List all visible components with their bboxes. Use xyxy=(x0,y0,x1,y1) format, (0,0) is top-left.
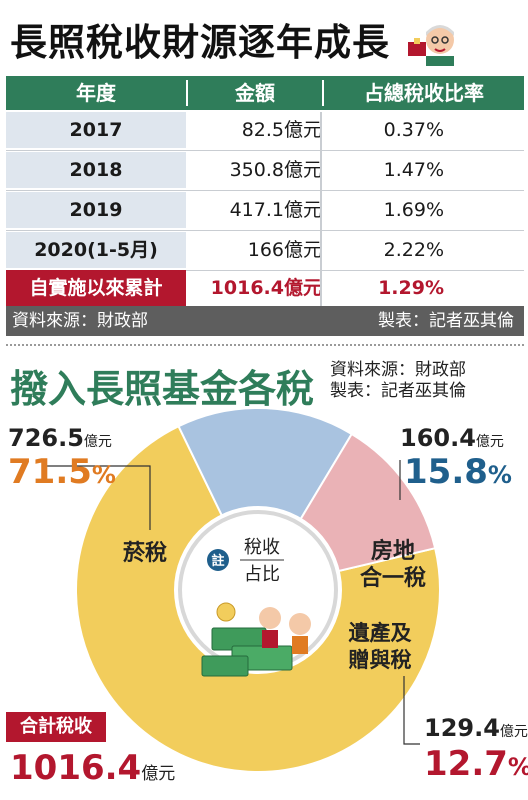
table-row: 2019 417.1億元 1.69% xyxy=(6,192,524,228)
slice-label-real-estate-2: 合一稅 xyxy=(360,565,426,591)
row-divider xyxy=(6,150,524,151)
estate-amount: 129.4億元 xyxy=(424,714,528,742)
real-estate-percent: 15.8% xyxy=(404,452,512,492)
real-estate-amount: 160.4億元 xyxy=(400,424,504,452)
row-year: 2018 xyxy=(6,152,186,188)
chart-title: 撥入長照基金各稅 xyxy=(10,366,315,411)
table-row: 2018 350.8億元 1.47% xyxy=(6,152,524,188)
table-source-bar: 資料來源：財政部 製表：記者巫其倫 xyxy=(6,306,524,336)
row-amount: 350.8億元 xyxy=(229,159,322,181)
slice-real-estate-tax xyxy=(177,407,354,593)
center-text-1: 稅收 xyxy=(244,537,280,558)
row-divider xyxy=(6,190,524,191)
elderly-couple-icon xyxy=(408,25,454,66)
table-header: 年度 金額 占總稅收比率 xyxy=(6,76,524,110)
estate-percent: 12.7% xyxy=(424,744,528,784)
chart-source: 資料來源：財政部 xyxy=(330,360,466,380)
slice-label-estate-1: 遺產及 xyxy=(349,621,413,645)
total-tax-label: 合計稅收 xyxy=(6,712,106,742)
total-tax-value: 1016.4億元 xyxy=(10,748,176,788)
section-divider xyxy=(6,344,524,346)
row-year: 2020(1-5月) xyxy=(6,232,186,268)
row-year: 2019 xyxy=(6,192,186,228)
main-title: 長照稅收財源逐年成長 xyxy=(10,20,390,64)
slice-label-tobacco: 菸稅 xyxy=(123,541,167,566)
slice-label-estate-2: 贈與稅 xyxy=(349,648,412,672)
table-row: 2017 82.5億元 0.37% xyxy=(6,112,524,148)
header-ratio: 占總稅收比率 xyxy=(364,81,484,105)
tobacco-percent: 71.5% xyxy=(8,452,116,492)
leader-line-tobacco xyxy=(46,465,151,530)
money-stack-icon xyxy=(201,602,311,677)
row-ratio: 1.69% xyxy=(383,199,444,221)
row-amount: 166億元 xyxy=(247,239,322,261)
row-ratio: 0.37% xyxy=(383,119,444,141)
row-ratio: 2.22% xyxy=(383,239,444,261)
row-ratio: 1.47% xyxy=(383,159,444,181)
chart-credits: 資料來源：財政部 製表：記者巫其倫 xyxy=(330,360,466,402)
table-source: 資料來源：財政部 xyxy=(12,311,148,331)
table-row: 2020(1-5月) 166億元 2.22% xyxy=(6,232,524,268)
note-badge: 註 xyxy=(211,553,224,569)
row-divider xyxy=(6,230,524,231)
chart-maker: 製表：記者巫其倫 xyxy=(330,381,466,401)
row-amount: 417.1億元 xyxy=(229,199,322,221)
tobacco-amount: 726.5億元 xyxy=(8,424,112,452)
total-ratio: 1.29% xyxy=(378,277,444,299)
row-year: 2017 xyxy=(6,112,186,148)
center-text-2: 占比 xyxy=(244,564,280,585)
header-amount: 金額 xyxy=(235,81,275,105)
table-total-row: 自實施以來累計 1016.4億元 1.29% xyxy=(6,270,524,306)
row-divider xyxy=(6,270,524,271)
total-label: 自實施以來累計 xyxy=(6,270,186,306)
leader-line-estate xyxy=(403,676,420,745)
note-badge-icon xyxy=(207,549,229,571)
column-divider xyxy=(320,112,322,306)
slice-label-real-estate-1: 房地 xyxy=(371,538,415,564)
total-amount: 1016.4億元 xyxy=(210,277,322,299)
row-amount: 82.5億元 xyxy=(241,119,322,141)
header-year: 年度 xyxy=(76,81,116,105)
table-maker: 製表：記者巫其倫 xyxy=(378,311,514,331)
